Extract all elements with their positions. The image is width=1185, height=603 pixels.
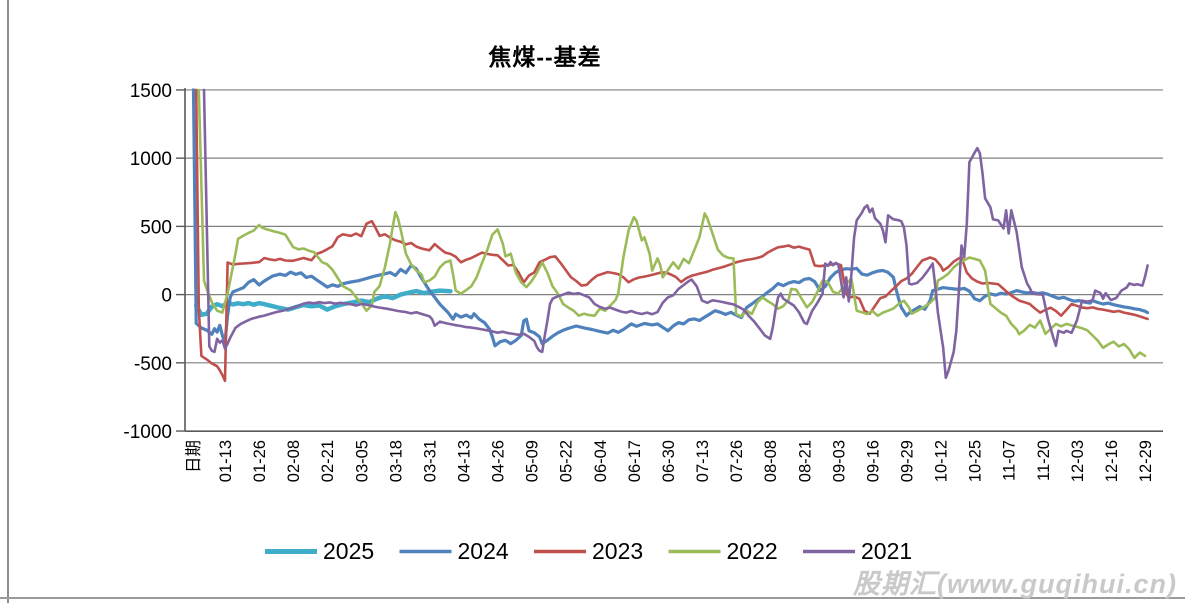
x-axis-label: 05-09 xyxy=(524,440,542,482)
x-axis-label: 06-04 xyxy=(592,440,610,482)
legend-item-2022: 2022 xyxy=(668,538,778,564)
x-axis-label: 12-29 xyxy=(1137,440,1155,482)
legend-item-2021: 2021 xyxy=(803,538,912,564)
x-axis-label: 12-16 xyxy=(1103,440,1121,482)
page-bottom-border xyxy=(0,597,1185,599)
series-line-2024 xyxy=(191,88,1150,348)
x-axis-label: 09-03 xyxy=(830,440,848,482)
y-axis-label: 1500 xyxy=(130,81,172,102)
x-axis-label: 10-25 xyxy=(967,440,985,482)
x-axis-label: 05-22 xyxy=(558,440,576,482)
y-axis-label: -1000 xyxy=(123,422,172,443)
x-axis-label: 03-31 xyxy=(421,440,439,482)
y-axis-label: 500 xyxy=(140,217,172,238)
legend-item-2025: 2025 xyxy=(265,538,374,564)
x-axis-label: 03-18 xyxy=(387,440,405,482)
x-axis-label: 01-26 xyxy=(251,440,269,482)
x-axis-label: 02-21 xyxy=(319,440,337,482)
x-axis-label: 03-05 xyxy=(353,440,371,482)
x-axis-label: 07-13 xyxy=(694,440,712,482)
x-axis-label: 08-21 xyxy=(796,440,814,482)
x-axis-label: 09-29 xyxy=(898,440,916,482)
x-axis-label: 11-20 xyxy=(1035,440,1053,481)
legend: 2025 2024 2023 2022 2021 xyxy=(265,538,912,564)
y-axis-label: -500 xyxy=(134,354,172,375)
x-axis-label: 04-26 xyxy=(490,440,508,482)
x-axis-label: 01-13 xyxy=(217,440,235,482)
x-axis-label: 06-17 xyxy=(626,440,644,482)
y-axis-label: 1000 xyxy=(130,149,172,170)
x-axis-label: 06-30 xyxy=(660,440,678,482)
x-axis-label: 02-08 xyxy=(285,440,303,482)
watermark: 股期汇(www.guqihui.cn) xyxy=(853,569,1177,599)
x-axis-label: 08-08 xyxy=(762,440,780,482)
x-axis-label: 09-16 xyxy=(864,440,882,482)
series-line-2023 xyxy=(194,88,1149,383)
legend-label-2025: 2025 xyxy=(323,538,374,564)
chart-title: 焦煤--基差 xyxy=(488,44,602,70)
legend-label-2022: 2022 xyxy=(727,538,778,564)
x-axis-label: 07-26 xyxy=(728,440,746,482)
y-axis-label: 0 xyxy=(161,286,172,307)
series-line-2021 xyxy=(202,88,1149,380)
page-left-border xyxy=(7,0,9,603)
x-axis-label: 12-03 xyxy=(1069,440,1087,482)
x-axis-label: 04-13 xyxy=(456,440,474,482)
legend-item-2023: 2023 xyxy=(534,538,643,564)
legend-label-2023: 2023 xyxy=(592,538,643,564)
x-axis-title: 日期 xyxy=(184,440,203,473)
x-axis-label: 11-07 xyxy=(1001,440,1019,481)
legend-item-2024: 2024 xyxy=(399,538,509,564)
legend-label-2021: 2021 xyxy=(861,538,912,564)
legend-label-2024: 2024 xyxy=(458,538,509,564)
x-axis-label: 10-12 xyxy=(933,440,951,482)
series-line-2022 xyxy=(197,88,1147,360)
series-group xyxy=(191,88,1150,383)
